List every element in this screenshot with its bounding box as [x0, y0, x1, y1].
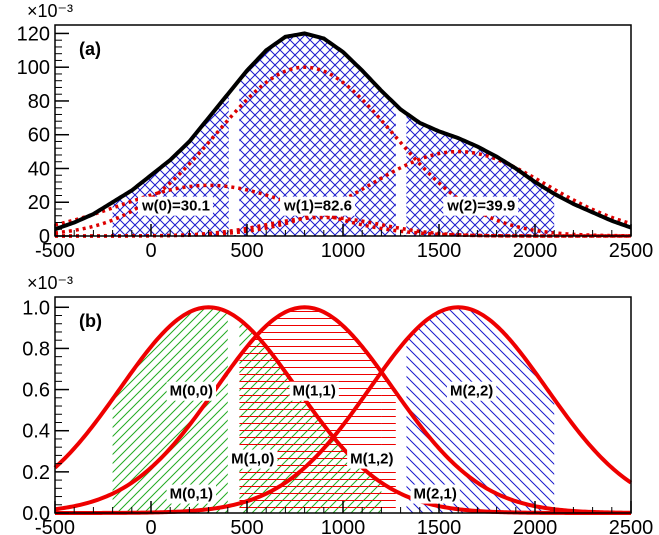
hatched-region [406, 307, 555, 513]
y-tick-label: 100 [17, 57, 50, 79]
annotation-box [443, 196, 519, 216]
y-tick-label: 0.8 [22, 338, 50, 360]
x-tick-label: 1000 [321, 517, 366, 535]
y-tick-label: 120 [17, 23, 50, 45]
annotation-label: M(0,0) [170, 383, 213, 400]
x-tick-label: 0 [145, 517, 156, 535]
x-tick-label: 2000 [513, 517, 558, 535]
y-tick-label: 0.4 [22, 421, 50, 443]
annotation-box [228, 449, 278, 469]
y-tick-label: 40 [28, 158, 50, 180]
annotation-box [137, 196, 213, 216]
y-tick-label: 60 [28, 125, 50, 147]
annotation-box [410, 484, 460, 504]
annotation-box [166, 484, 216, 504]
y-tick-label: 0.2 [22, 462, 50, 484]
x-tick-label: -500 [35, 240, 75, 262]
x-tick-label: 500 [230, 517, 263, 535]
annotation-label: M(1,1) [293, 383, 336, 400]
gap-band [228, 298, 240, 512]
y-tick-label: 0 [39, 226, 50, 248]
annotation-label: M(0,1) [170, 486, 213, 503]
x-tick-label: 2500 [609, 517, 654, 535]
x-tick-label: -500 [35, 517, 75, 535]
x-tick-label: 1000 [321, 240, 366, 262]
annotation-label: M(2,1) [413, 486, 456, 503]
panel-label: (a) [79, 39, 101, 59]
annotation-label: M(1,0) [231, 451, 274, 468]
total-curve [54, 31, 632, 232]
hatched-area [112, 33, 555, 236]
gap-band [228, 26, 240, 235]
x-tick-label: 500 [230, 240, 263, 262]
annotation-box [446, 381, 497, 401]
annotation-label: w(0)=30.1 [141, 198, 210, 215]
annotation-box [166, 381, 216, 401]
y-tick-label: 80 [28, 91, 50, 113]
y-tick-label: 20 [28, 192, 50, 214]
x-tick-label: 1500 [417, 240, 462, 262]
x-tick-label: 2000 [513, 240, 558, 262]
y-tick-label: 0.6 [22, 380, 50, 402]
annotation-box [280, 196, 356, 216]
annotation-box [347, 449, 397, 469]
hatched-region [112, 307, 228, 513]
annotation-label: w(1)=82.6 [283, 198, 352, 215]
annotation-box [289, 381, 339, 401]
x-tick-label: 1500 [417, 517, 462, 535]
y-axis-exponent: ×10⁻³ [27, 1, 73, 21]
gap-band [395, 298, 407, 512]
x-tick-label: 2500 [609, 240, 654, 262]
panel-label: (b) [79, 311, 102, 331]
component-curve [54, 65, 632, 238]
gap-band [395, 26, 407, 235]
annotation-label: w(2)=39.9 [446, 198, 515, 215]
annotation-label: M(1,2) [350, 451, 393, 468]
component-curve [55, 215, 631, 238]
annotation-label: M(2,2) [450, 383, 493, 400]
panel-b: 0.0 0.2 0.4 0.6 0.8 1.0 -500 0 500 1000 1500 2000 25… [22, 273, 653, 535]
y-tick-label: 0.0 [22, 503, 50, 525]
x-tick-label: 0 [145, 240, 156, 262]
y-axis-exponent: ×10⁻³ [27, 273, 73, 293]
hatched-region [381, 372, 397, 513]
y-tick-label: 1.0 [22, 297, 50, 319]
